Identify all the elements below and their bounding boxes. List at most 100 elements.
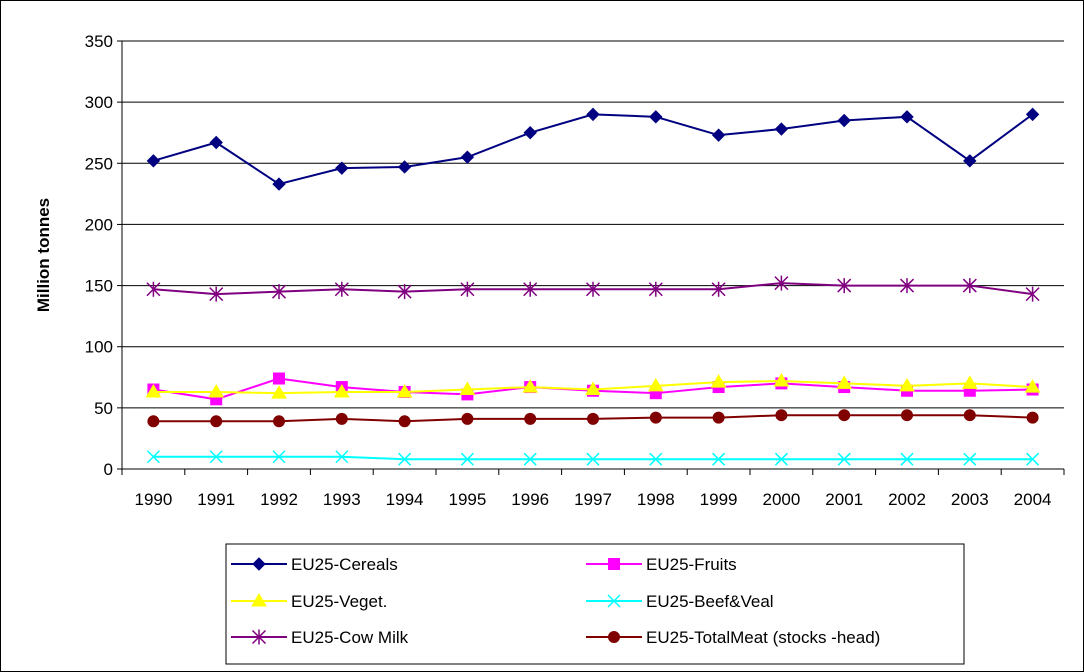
x-tick-label: 2001: [825, 490, 863, 509]
data-point-eu25-veget: [522, 379, 539, 393]
data-point-eu25-veget: [836, 375, 853, 389]
legend-label-eu25-totalmeat-stocks-head: EU25-TotalMeat (stocks -head): [646, 628, 880, 647]
data-point-eu25-veget: [396, 383, 413, 398]
data-point-eu25-cow-milk: [271, 284, 287, 300]
data-point-eu25-cereals: [774, 122, 789, 136]
series-line-eu25-cereals: [153, 113, 1034, 186]
data-point-eu25-veget: [647, 377, 664, 392]
data-point-eu25-totalmeat-stocks-head: [712, 411, 725, 424]
data-point-eu25-cow-milk: [334, 281, 349, 297]
data-point-eu25-veget: [585, 381, 601, 396]
x-tick-label: 1999: [700, 490, 738, 509]
data-point-eu25-veget: [333, 383, 350, 398]
y-tick-label: 350: [85, 32, 113, 51]
data-point-eu25-cereals: [900, 110, 914, 124]
legend-marker-eu25-fruits: [608, 558, 620, 570]
data-point-eu25-beef-veal: [460, 452, 474, 466]
x-tick-label: 1998: [637, 490, 675, 509]
data-point-eu25-cereals: [146, 154, 161, 168]
data-point-eu25-veget: [208, 383, 225, 398]
x-tick-label: 1994: [386, 490, 424, 509]
legend-marker-eu25-cow-milk: [251, 629, 267, 645]
legend-label-eu25-beef-veal: EU25-Beef&Veal: [646, 592, 774, 611]
legend-label-eu25-fruits: EU25-Fruits: [646, 555, 737, 574]
data-point-eu25-beef-veal: [398, 452, 412, 466]
data-point-eu25-cow-milk: [837, 278, 852, 294]
data-point-eu25-cereals: [272, 177, 286, 191]
x-tick-label: 1997: [574, 490, 612, 509]
y-tick-label: 0: [104, 460, 113, 479]
legend-marker-eu25-beef-veal: [607, 594, 621, 608]
x-tick-label: 1995: [448, 490, 486, 509]
y-tick-label: 300: [85, 93, 113, 112]
data-point-eu25-cereals: [837, 113, 851, 128]
data-point-eu25-totalmeat-stocks-head: [524, 412, 537, 425]
x-tick-label: 2003: [951, 490, 989, 509]
data-point-eu25-cereals: [1025, 107, 1040, 122]
data-point-eu25-veget: [271, 385, 287, 399]
data-point-eu25-veget: [710, 374, 727, 388]
x-tick-label: 1992: [260, 490, 298, 509]
legend-label-eu25-cereals: EU25-Cereals: [291, 555, 398, 574]
data-point-eu25-beef-veal: [523, 452, 537, 466]
data-point-eu25-totalmeat-stocks-head: [210, 415, 223, 428]
data-point-eu25-cow-milk: [1025, 286, 1040, 302]
data-point-eu25-cereals: [523, 126, 537, 140]
y-tick-label: 100: [85, 338, 113, 357]
data-point-eu25-cow-milk: [585, 281, 601, 297]
data-point-eu25-beef-veal: [209, 450, 223, 464]
data-point-eu25-cereals: [586, 107, 600, 122]
data-point-eu25-beef-veal: [900, 452, 914, 466]
data-point-eu25-veget: [961, 375, 978, 389]
data-point-eu25-beef-veal: [586, 452, 600, 466]
data-point-eu25-fruits: [273, 372, 285, 385]
legend-marker-eu25-cereals: [252, 557, 266, 571]
data-point-eu25-cereals: [711, 128, 726, 142]
data-point-eu25-beef-veal: [963, 452, 977, 466]
data-point-eu25-totalmeat-stocks-head: [838, 409, 851, 422]
data-point-eu25-beef-veal: [272, 450, 286, 464]
data-point-eu25-totalmeat-stocks-head: [963, 409, 976, 422]
x-tick-label: 1993: [323, 490, 361, 509]
data-point-eu25-cereals: [209, 135, 223, 150]
data-point-eu25-beef-veal: [712, 452, 726, 466]
legend-marker-eu25-veget: [251, 593, 267, 607]
data-point-eu25-cow-milk: [523, 281, 538, 297]
y-axis-label: Million tonnes: [34, 198, 53, 312]
x-tick-label: 2002: [888, 490, 926, 509]
data-point-eu25-beef-veal: [146, 450, 160, 464]
data-point-eu25-totalmeat-stocks-head: [901, 409, 913, 422]
x-tick-label: 1991: [197, 490, 235, 509]
data-point-eu25-cow-milk: [209, 286, 224, 302]
data-point-eu25-beef-veal: [1026, 452, 1040, 466]
y-tick-label: 50: [94, 399, 113, 418]
data-point-eu25-veget: [899, 377, 915, 392]
data-point-eu25-totalmeat-stocks-head: [147, 415, 160, 428]
data-point-eu25-totalmeat-stocks-head: [649, 411, 662, 424]
y-tick-label: 200: [85, 215, 113, 234]
data-point-eu25-veget: [1024, 379, 1041, 393]
x-tick-label: 1996: [511, 490, 549, 509]
data-point-eu25-totalmeat-stocks-head: [1026, 411, 1039, 424]
y-tick-label: 250: [85, 154, 113, 173]
data-point-eu25-veget: [145, 383, 162, 398]
data-point-eu25-beef-veal: [335, 450, 349, 464]
data-point-eu25-totalmeat-stocks-head: [398, 415, 411, 428]
data-point-eu25-totalmeat-stocks-head: [273, 415, 285, 428]
data-point-eu25-cow-milk: [899, 278, 915, 294]
data-point-eu25-cereals: [335, 161, 349, 175]
data-point-eu25-cow-milk: [648, 281, 663, 297]
y-tick-label: 150: [85, 277, 113, 296]
data-point-eu25-totalmeat-stocks-head: [461, 412, 474, 425]
data-point-eu25-cow-milk: [962, 278, 977, 294]
data-point-eu25-beef-veal: [837, 452, 851, 466]
data-point-eu25-cow-milk: [146, 281, 161, 297]
data-point-eu25-totalmeat-stocks-head: [775, 409, 788, 422]
data-point-eu25-cereals: [963, 154, 977, 168]
data-point-eu25-veget: [459, 381, 476, 396]
data-point-eu25-beef-veal: [649, 452, 663, 466]
x-tick-label: 2000: [762, 490, 800, 509]
data-point-eu25-totalmeat-stocks-head: [335, 412, 348, 425]
data-point-eu25-beef-veal: [774, 452, 788, 466]
data-point-eu25-veget: [773, 372, 790, 387]
